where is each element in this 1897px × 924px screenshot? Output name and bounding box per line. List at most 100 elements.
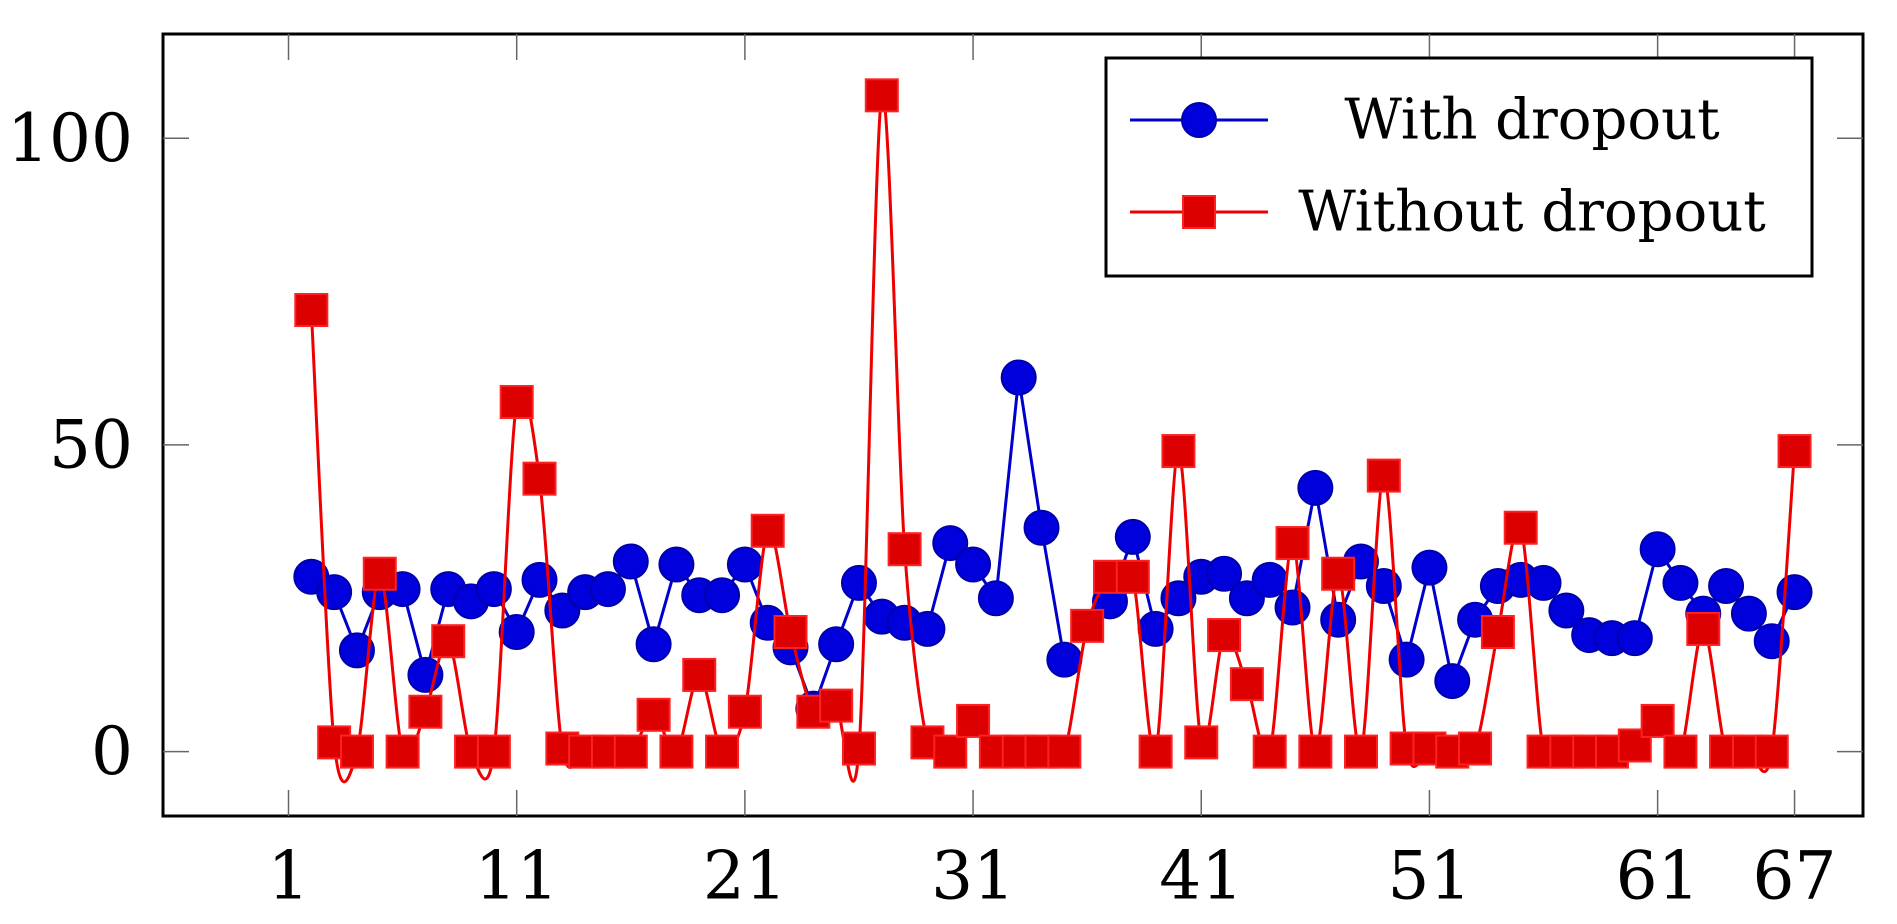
data-point: [1229, 667, 1264, 702]
data-point: [1388, 641, 1425, 678]
axes: [161, 32, 1865, 818]
data-point: [613, 734, 648, 769]
data-point: [1138, 734, 1173, 769]
legend-marker-with-dropout: [1181, 102, 1217, 138]
y-tick-label: 50: [49, 406, 133, 483]
data-point: [909, 610, 946, 647]
data-point: [932, 525, 969, 562]
x-tick-label: 67: [1753, 838, 1837, 915]
data-point: [705, 734, 740, 769]
data-point: [316, 574, 353, 611]
data-point: [955, 546, 992, 583]
plot-frame: [161, 32, 1865, 818]
data-point: [1730, 595, 1767, 632]
data-point: [840, 564, 877, 601]
x-tick-label: 61: [1616, 838, 1700, 915]
data-point: [1114, 518, 1151, 555]
data-point: [1251, 561, 1288, 598]
data-point: [1184, 725, 1219, 760]
x-tick-label: 51: [1387, 838, 1471, 915]
data-point: [1070, 608, 1105, 643]
data-point: [1275, 526, 1310, 561]
data-point: [1160, 580, 1197, 617]
data-point: [522, 461, 557, 496]
data-point: [956, 703, 991, 738]
data-point: [1207, 618, 1242, 653]
data-point: [338, 632, 375, 669]
data-point: [1503, 510, 1538, 545]
data-point: [819, 688, 854, 723]
data-point: [1046, 641, 1083, 678]
data-point: [704, 577, 741, 614]
series-with-dropout: [293, 359, 1813, 727]
data-point: [727, 694, 762, 729]
x-tick-label: 1: [268, 838, 310, 915]
data-series: [293, 78, 1813, 784]
data-point: [659, 734, 694, 769]
data-point: [1686, 611, 1721, 646]
data-point: [294, 293, 329, 327]
data-point: [1548, 592, 1585, 629]
data-point: [887, 532, 922, 567]
y-tick-label: 0: [91, 713, 133, 790]
data-point: [1458, 731, 1493, 766]
data-point: [635, 626, 672, 663]
data-point: [1663, 734, 1698, 769]
data-point: [385, 734, 420, 769]
data-point: [362, 556, 397, 591]
data-point: [1525, 564, 1562, 601]
data-point: [475, 571, 512, 608]
data-point: [1023, 509, 1060, 546]
legend: With dropout Without dropout: [1104, 56, 1814, 278]
data-point: [682, 657, 717, 692]
x-tick-label: 21: [703, 838, 787, 915]
legend-label-without-dropout: Without dropout: [1298, 180, 1766, 245]
data-point: [726, 546, 763, 583]
data-point: [1115, 559, 1150, 594]
x-tick-label: 11: [475, 838, 559, 915]
data-point: [1298, 734, 1333, 769]
data-point: [1206, 555, 1243, 592]
data-point: [1616, 620, 1653, 657]
y-tick-label: 100: [7, 100, 133, 177]
data-point: [1777, 434, 1812, 469]
data-point: [431, 624, 466, 659]
legend-marker-without-dropout: [1182, 195, 1216, 229]
data-point: [1754, 734, 1789, 769]
data-point: [1252, 734, 1287, 769]
legend-box: [1104, 56, 1814, 278]
data-point: [1640, 703, 1675, 738]
data-point: [476, 734, 511, 769]
data-point: [773, 615, 808, 649]
data-point: [1639, 531, 1676, 568]
data-point: [612, 543, 649, 580]
data-point: [521, 561, 558, 598]
data-point: [1662, 564, 1699, 601]
data-point: [977, 580, 1014, 617]
data-point: [1047, 734, 1082, 769]
data-point: [841, 731, 876, 766]
data-point: [1161, 434, 1196, 469]
data-point: [1297, 469, 1334, 506]
x-tick-label: 41: [1159, 838, 1243, 915]
data-point: [339, 734, 374, 769]
data-point: [658, 546, 695, 583]
legend-label-with-dropout: With dropout: [1344, 88, 1720, 153]
data-point: [408, 694, 443, 729]
data-point: [636, 697, 671, 732]
data-point: [1000, 359, 1037, 396]
data-point: [1137, 610, 1174, 647]
data-point: [1366, 458, 1401, 493]
series-without-dropout: [294, 78, 1812, 784]
data-point: [1274, 589, 1311, 626]
data-point: [1320, 601, 1357, 638]
data-point: [1708, 568, 1745, 604]
data-point: [1411, 549, 1448, 586]
data-point: [1480, 615, 1515, 649]
data-point: [864, 78, 899, 113]
data-point: [498, 614, 535, 650]
data-point: [933, 734, 968, 769]
data-point: [1776, 574, 1813, 611]
